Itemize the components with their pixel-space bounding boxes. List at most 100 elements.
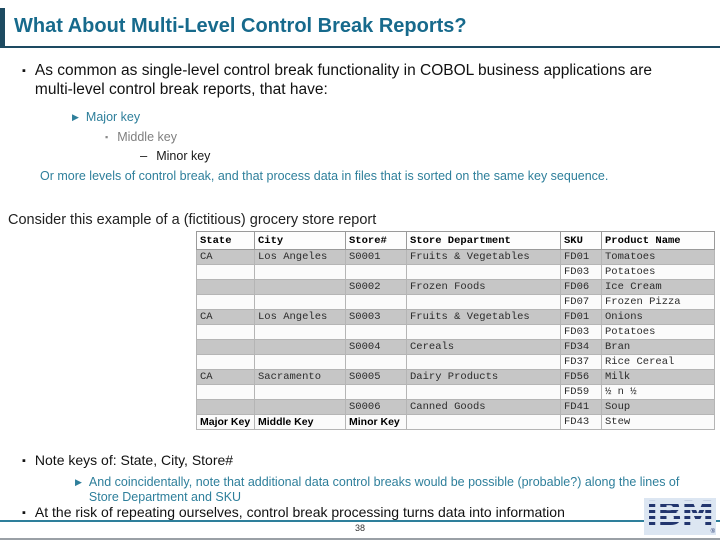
report-table-header: State City Store# Store Department SKU Produc…	[196, 231, 715, 250]
table-cell: Rice Cereal	[601, 354, 715, 370]
table-cell: Stew	[601, 414, 715, 430]
table-cell	[254, 399, 346, 415]
table-cell: Los Angeles	[254, 309, 346, 325]
table-cell: S0003	[345, 309, 407, 325]
table-cell: FD56	[560, 369, 602, 385]
bullet-at-risk: ▪ At the risk of repeating ourselves, co…	[22, 504, 565, 520]
table-cell	[196, 339, 255, 355]
table-cell: Soup	[601, 399, 715, 415]
table-cell	[406, 354, 561, 370]
report-table: State City Store# Store Department SKU Produc…	[196, 231, 715, 430]
at-risk-text: At the risk of repeating ourselves, cont…	[34, 504, 565, 520]
table-cell: Potatoes	[601, 324, 715, 340]
footer-divider	[0, 520, 720, 522]
table-cell	[406, 264, 561, 280]
coincidentally-text: And coincidentally, note that additional…	[88, 475, 680, 504]
table-cell	[406, 384, 561, 400]
bullet-intro-text: As common as single-level control break …	[34, 62, 653, 98]
bullet-major-key: ▶ Major key	[72, 110, 140, 124]
table-row: CA Los Angeles S0001 Fruits & Vegetables FD0…	[196, 249, 715, 265]
column-header: SKU	[560, 231, 602, 250]
bullet-minor-key: – Minor key	[140, 149, 210, 163]
column-header: Store#	[345, 231, 407, 250]
title-divider	[0, 46, 720, 48]
table-cell: Fruits & Vegetables	[406, 309, 561, 325]
table-cell: Potatoes	[601, 264, 715, 280]
square-bullet-icon: ▪	[22, 65, 26, 77]
table-cell	[345, 354, 407, 370]
table-cell: FD34	[560, 339, 602, 355]
table-row: CA Los Angeles S0003 Fruits & Vegetables FD0…	[196, 309, 715, 325]
table-cell	[406, 414, 561, 430]
bullet-note-keys: ▪ Note keys of: State, City, Store#	[22, 452, 233, 468]
table-row: FD03 Potatoes	[196, 264, 715, 280]
table-cell: Ice Cream	[601, 279, 715, 295]
table-cell: Sacramento	[254, 369, 346, 385]
table-cell: CA	[196, 369, 255, 385]
table-cell: FD43	[560, 414, 602, 430]
table-cell	[254, 339, 346, 355]
table-cell: Frozen Foods	[406, 279, 561, 295]
table-cell	[196, 399, 255, 415]
table-cell: S0002	[345, 279, 407, 295]
table-cell: FD41	[560, 399, 602, 415]
table-cell: S0001	[345, 249, 407, 265]
table-cell: FD06	[560, 279, 602, 295]
table-cell: Tomatoes	[601, 249, 715, 265]
table-cell: FD01	[560, 249, 602, 265]
table-cell	[345, 384, 407, 400]
minor-key-label: Minor key	[156, 149, 211, 163]
table-cell: FD07	[560, 294, 602, 310]
table-row: S0004 Cereals FD34 Bran	[196, 339, 715, 355]
table-cell	[345, 264, 407, 280]
table-cell	[254, 264, 346, 280]
table-cell: FD01	[560, 309, 602, 325]
consider-example-text: Consider this example of a (fictitious) …	[8, 212, 608, 228]
table-cell	[254, 324, 346, 340]
table-row: Major Key Middle Key Minor Key FD43 Stew	[196, 414, 715, 430]
title-accent-bar	[0, 8, 5, 46]
table-cell	[254, 279, 346, 295]
table-cell: Cereals	[406, 339, 561, 355]
report-table-body: CA Los Angeles S0001 Fruits & Vegetables FD0…	[196, 249, 715, 430]
table-cell	[345, 324, 407, 340]
table-cell: ½ n ½	[601, 384, 715, 400]
major-key-label: Major key	[85, 110, 141, 124]
dash-bullet-icon: –	[140, 148, 148, 163]
arrow-bullet-icon: ▶	[72, 112, 79, 122]
table-cell: S0004	[345, 339, 407, 355]
table-cell	[254, 294, 346, 310]
table-cell	[196, 279, 255, 295]
key-annotation-label: Minor Key	[345, 414, 407, 430]
bullet-middle-key: ▪ Middle key	[105, 130, 177, 144]
arrow-bullet-icon: ▶	[75, 477, 82, 487]
note-keys-text: Note keys of: State, City, Store#	[34, 452, 234, 468]
table-cell: Frozen Pizza	[601, 294, 715, 310]
column-header: Product Name	[601, 231, 715, 250]
table-cell: FD37	[560, 354, 602, 370]
square-bullet-icon: ▪	[105, 132, 109, 142]
table-cell: Fruits & Vegetables	[406, 249, 561, 265]
ibm-logo-stripes	[644, 498, 716, 535]
table-cell: CA	[196, 249, 255, 265]
table-cell: FD03	[560, 324, 602, 340]
or-more-text: Or more levels of control break, and tha…	[40, 169, 609, 183]
table-cell: Los Angeles	[254, 249, 346, 265]
table-cell	[254, 384, 346, 400]
table-cell	[406, 324, 561, 340]
bullet-intro: ▪ As common as single-level control brea…	[22, 62, 690, 99]
table-row: FD03 Potatoes	[196, 324, 715, 340]
registered-trademark-icon: ®	[710, 529, 715, 535]
table-cell: Canned Goods	[406, 399, 561, 415]
table-row: S0006 Canned Goods FD41 Soup	[196, 399, 715, 415]
square-bullet-icon: ▪	[22, 507, 26, 519]
table-cell: Onions	[601, 309, 715, 325]
table-cell: FD59	[560, 384, 602, 400]
table-row: CA Sacramento S0005 Dairy Products FD56 Milk	[196, 369, 715, 385]
consider-text: Consider this example of a (fictitious) …	[8, 212, 377, 228]
table-cell	[196, 354, 255, 370]
key-annotation-label: Major Key	[196, 414, 255, 430]
ibm-logo: IBM ®	[644, 498, 716, 535]
table-row: FD07 Frozen Pizza	[196, 294, 715, 310]
column-header: State	[196, 231, 255, 250]
